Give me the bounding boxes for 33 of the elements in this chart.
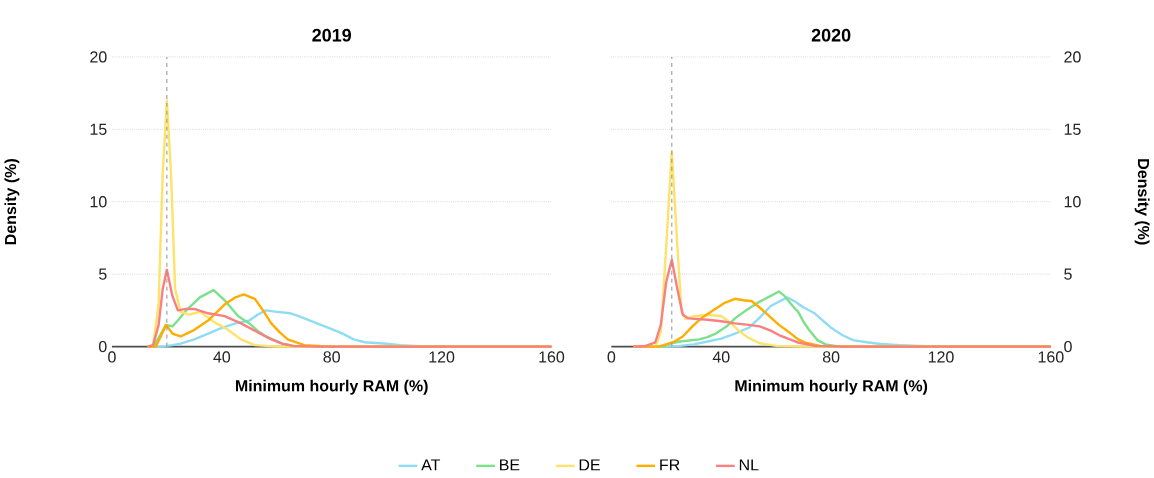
x-tick-label: 160 (1038, 351, 1064, 363)
x-tick-label: 120 (429, 351, 455, 363)
y-tick-label: 5 (98, 268, 107, 280)
legend-label: BE (500, 459, 520, 471)
chart-title: 2020 (811, 29, 851, 42)
x-tick-label: 80 (822, 351, 840, 363)
y-tick-label: 15 (1064, 123, 1081, 136)
line-series (632, 258, 1053, 348)
x-tick-label: 120 (928, 351, 954, 363)
y-tick-label: 5 (1064, 268, 1072, 280)
line-series (146, 268, 553, 348)
y-tick-label: 15 (90, 123, 107, 136)
x-axis-title: Minimum hourly RAM (%) (735, 379, 928, 395)
legend-label: DE (579, 459, 600, 471)
x-tick-label: 40 (712, 351, 730, 363)
x-tick-label: 40 (213, 351, 231, 363)
x-tick-label: 0 (108, 351, 116, 363)
y-tick-label: 20 (1064, 51, 1081, 63)
x-tick-label: 160 (539, 351, 565, 363)
y-tick-label: 10 (90, 196, 107, 208)
y-tick-label: 10 (1064, 196, 1081, 208)
y-tick-label: 0 (1064, 341, 1072, 353)
x-tick-label: 80 (323, 351, 340, 363)
y-tick-label: 0 (98, 341, 107, 353)
y-axis-title: Density (%) (4, 159, 20, 245)
x-tick-label: 0 (607, 351, 616, 363)
y-tick-label: 20 (90, 51, 107, 63)
y-axis-title: Density (%) (1134, 159, 1150, 245)
legend-label: AT (421, 459, 441, 471)
chart-title: 2019 (312, 29, 352, 42)
legend-label: NL (739, 459, 759, 471)
x-axis-title: Minimum hourly RAM (%) (235, 379, 428, 395)
legend-label: FR (660, 459, 680, 471)
